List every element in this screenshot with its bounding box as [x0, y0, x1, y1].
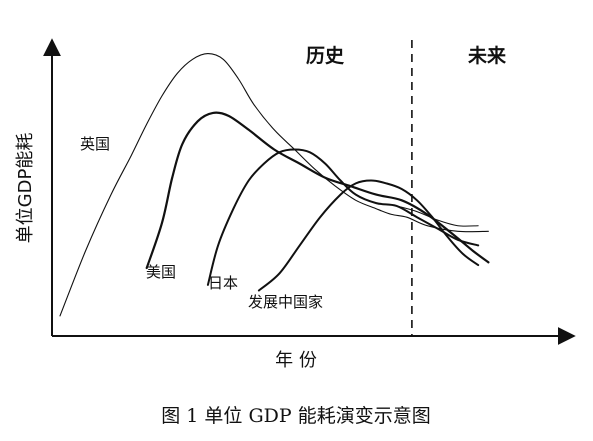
- series-label-japan: 日本: [208, 274, 238, 292]
- series-line-developing: [257, 179, 480, 292]
- series-label-developing: 发展中国家: [248, 293, 323, 311]
- series-label-usa: 美国: [146, 263, 176, 281]
- series-line-usa: [145, 111, 490, 270]
- series-label-uk: 英国: [80, 135, 110, 153]
- series-layer: [59, 53, 490, 317]
- series-line-extra: [396, 205, 479, 227]
- y-axis-label: 单位GDP能耗: [15, 133, 36, 244]
- figure-caption: 图 1 单位 GDP 能耗演变示意图: [161, 405, 430, 427]
- series-line-japan: [206, 148, 480, 286]
- future-label: 未来: [467, 44, 506, 67]
- history-label: 历史: [306, 45, 345, 67]
- x-axis-label: 年 份: [275, 350, 317, 371]
- series-line-uk: [59, 53, 489, 317]
